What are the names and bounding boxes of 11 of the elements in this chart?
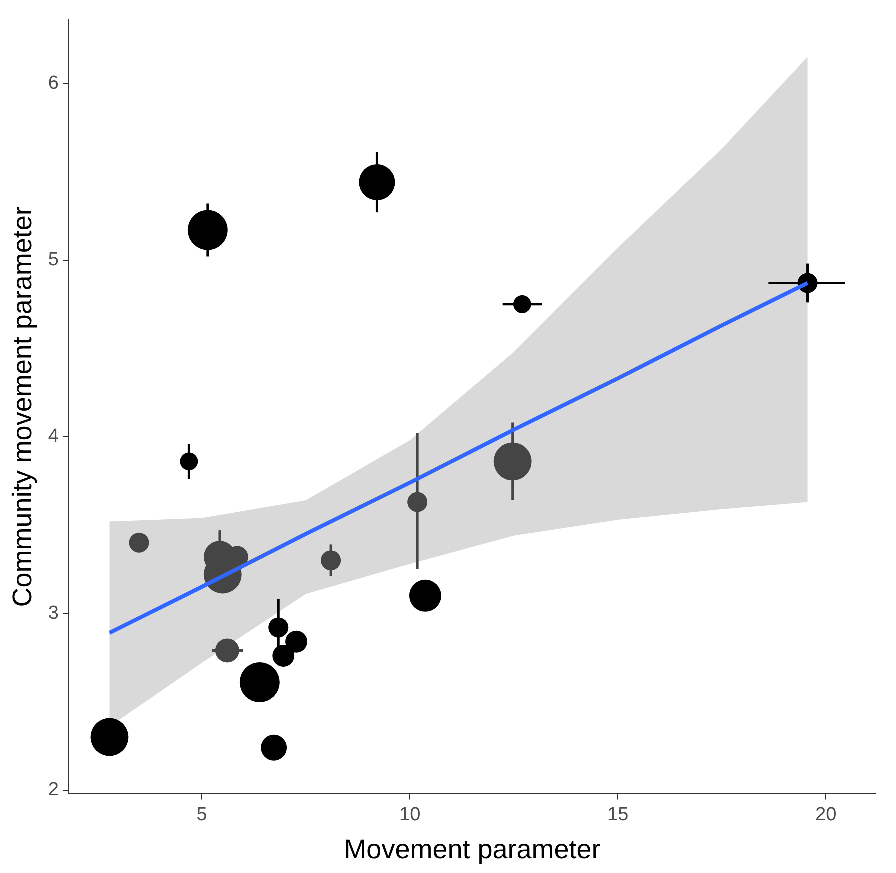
x-axis-title: Movement parameter [344,834,601,864]
x-tick-label: 20 [816,804,837,826]
y-tick-label: 2 [48,780,59,800]
y-tick-label: 6 [48,72,59,94]
x-tick-label: 15 [608,804,629,826]
y-tick-label: 3 [48,602,59,624]
x-tick-label: 5 [196,804,208,826]
y-tick-label: 5 [48,250,59,270]
y-axis-title: Community movement parameter [8,206,38,608]
x-tick-label: 10 [400,804,421,826]
y-tick-label: 4 [48,426,60,448]
